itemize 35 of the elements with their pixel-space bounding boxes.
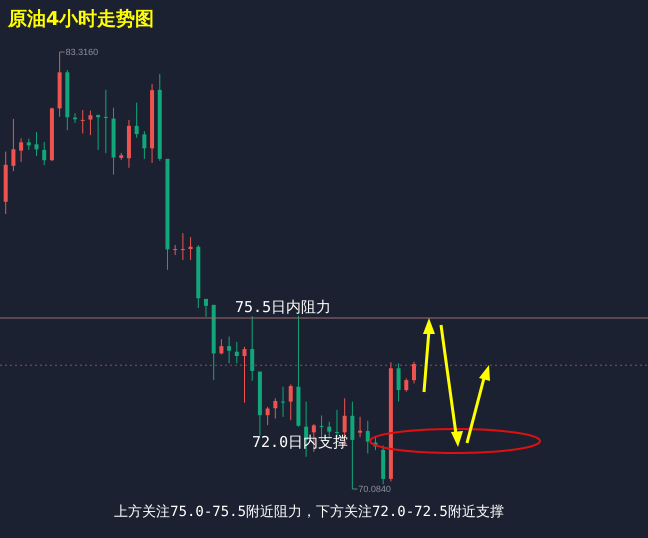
chart-title: 原油4小时走势图 bbox=[8, 7, 154, 32]
candlestick bbox=[19, 138, 24, 162]
candlestick bbox=[80, 109, 85, 134]
candlestick bbox=[281, 386, 286, 418]
candlestick bbox=[288, 384, 293, 421]
candlestick bbox=[134, 102, 139, 138]
candlestick bbox=[180, 232, 185, 260]
candlestick bbox=[396, 362, 401, 402]
candlestick bbox=[26, 138, 31, 150]
candlestick bbox=[34, 132, 39, 156]
annotation: 83.3160 bbox=[66, 47, 98, 57]
candlestick bbox=[266, 406, 270, 426]
text: 上方关注75.0-75.5附近阻力，下方关注72.0-72.5附近支撑 bbox=[113, 503, 505, 521]
candlestick bbox=[250, 316, 254, 382]
candlestick bbox=[204, 298, 208, 318]
annotation: 70.0840 bbox=[358, 484, 391, 494]
candlestick bbox=[96, 114, 100, 150]
candlestick bbox=[358, 416, 362, 438]
candlestick bbox=[11, 118, 16, 172]
candlestick bbox=[73, 112, 78, 124]
ref-line-label: 75.5日内阻力 bbox=[235, 298, 332, 316]
candlestick bbox=[188, 236, 193, 260]
candlestick bbox=[142, 130, 146, 160]
candlestick bbox=[42, 142, 46, 166]
candlestick bbox=[227, 336, 232, 364]
candlestick bbox=[234, 341, 239, 364]
candlestick bbox=[412, 361, 416, 384]
candlestick bbox=[219, 338, 224, 355]
candlestick bbox=[242, 346, 247, 404]
candlestick bbox=[88, 110, 92, 136]
candlestick bbox=[366, 420, 370, 454]
candlestick bbox=[173, 244, 178, 256]
candlestick bbox=[273, 398, 278, 419]
candlestick bbox=[404, 378, 408, 392]
candlestick bbox=[104, 89, 108, 154]
